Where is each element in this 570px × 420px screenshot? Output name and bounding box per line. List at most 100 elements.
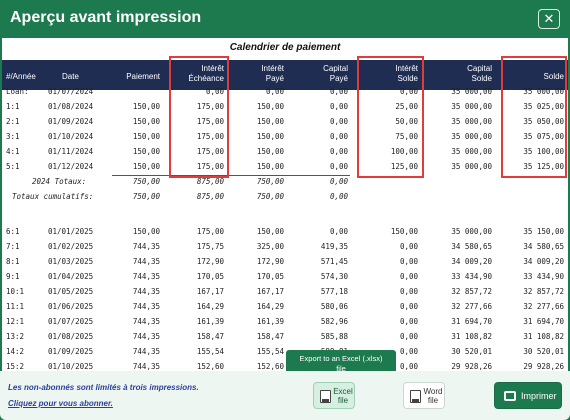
cell-date: 01/10/2025 — [48, 362, 94, 371]
cell-int-solde: 0,00 — [399, 317, 418, 326]
word-label-2: file — [427, 396, 439, 405]
cell-cap-solde: 35 000,00 — [451, 147, 492, 156]
cell-paiement: 150,00 — [132, 147, 160, 156]
subscribe-link[interactable]: Cliquez pour vous abonner. — [8, 399, 113, 408]
cell-solde: 35 050,00 — [523, 117, 564, 126]
cell-paiement: 150,00 — [132, 117, 160, 126]
cell-solde: 29 928,26 — [523, 362, 564, 371]
cell-int-paye: 150,00 — [256, 102, 284, 111]
cell-solde: 32 277,66 — [523, 302, 564, 311]
cell-int-paye: 150,00 — [256, 147, 284, 156]
cell-int-ech: 175,00 — [196, 132, 224, 141]
cell-num: 8:1 — [6, 257, 20, 266]
cell-int-paye: 158,47 — [256, 332, 284, 341]
cell-int-paye: 161,39 — [256, 317, 284, 326]
header-capital-paye-2: Payé — [329, 74, 348, 83]
dialog-footer: Les non-abonnés sont limités à trois imp… — [0, 371, 570, 420]
excel-file-button[interactable]: Excel file — [313, 382, 355, 409]
preview-content[interactable]: Calendrier de paiement #/Année Date Paie… — [2, 38, 568, 371]
cell-int-paye: 150,00 — [256, 162, 284, 171]
cell-solde: 34 009,20 — [523, 257, 564, 266]
cell-int-solde: 0,00 — [399, 362, 418, 371]
print-button[interactable]: Imprimer — [494, 382, 562, 409]
cell-num: 14:2 — [6, 347, 25, 356]
cell-solde: 31 694,70 — [523, 317, 564, 326]
header-solde: Solde — [543, 72, 564, 81]
word-file-button[interactable]: Word file — [403, 382, 445, 409]
total-paiement: 750,00 — [132, 177, 160, 186]
cell-paiement: 744,35 — [132, 362, 160, 371]
close-icon: ✕ — [543, 11, 555, 26]
cell-date: 01/06/2025 — [48, 302, 94, 311]
cell-int-paye: 170,05 — [256, 272, 284, 281]
cell-num: 10:1 — [6, 287, 25, 296]
cell-cap-solde: 31 694,70 — [451, 317, 492, 326]
header-interet-paye-1: Intérêt — [261, 64, 284, 73]
header-capital-solde-2: Solde — [471, 74, 492, 83]
cell-int-paye: 150,00 — [256, 132, 284, 141]
cell-cap-solde: 31 108,82 — [451, 332, 492, 341]
cell-int-paye: 150,00 — [256, 117, 284, 126]
cell-int-solde: 0,00 — [399, 257, 418, 266]
cell-solde: 30 520,01 — [523, 347, 564, 356]
cell-paiement: 744,35 — [132, 242, 160, 251]
table-row: 13:2 01/08/2025 744,35 158,47 158,47 585,88 0,… — [2, 329, 568, 344]
cell-int-solde: 0,00 — [399, 242, 418, 251]
total-cap-paye: 0,00 — [329, 192, 348, 201]
cell-int-solde: 150,00 — [390, 227, 418, 236]
word-label-1: Word — [423, 387, 443, 396]
cell-int-solde: 25,00 — [395, 102, 418, 111]
cell-int-ech: 175,00 — [196, 117, 224, 126]
cell-date: 01/12/2024 — [48, 162, 94, 171]
cell-date: 01/11/2024 — [48, 147, 94, 156]
header-capital-solde-1: Capital — [467, 64, 492, 73]
table-row: 5:1 01/12/2024 150,00 175,00 150,00 0,00 125,0… — [2, 159, 568, 174]
cell-solde: 35 025,00 — [523, 102, 564, 111]
header-interet-paye-2: Payé — [265, 74, 284, 83]
cell-int-solde: 0,00 — [399, 272, 418, 281]
cell-paiement: 744,35 — [132, 332, 160, 341]
cell-date: 01/03/2025 — [48, 257, 94, 266]
table-row: 15:201/10/2025744,35152,60152,60591,750,… — [2, 359, 568, 371]
cell-cap-solde: 34 580,65 — [451, 242, 492, 251]
total-int-paye: 750,00 — [256, 177, 284, 186]
cell-int-solde: 0,00 — [399, 302, 418, 311]
cell-cap-paye: 585,88 — [320, 332, 348, 341]
cell-num: 13:2 — [6, 332, 25, 341]
cell-int-paye: 172,90 — [256, 257, 284, 266]
cell-int-solde: 75,00 — [395, 132, 418, 141]
cell-int-ech: 152,60 — [196, 362, 224, 371]
cell-int-ech: 170,05 — [196, 272, 224, 281]
dialog-title: Aperçu avant impression — [10, 9, 202, 26]
cell-int-solde: 100,00 — [390, 147, 418, 156]
cell-solde: 35 000,00 — [523, 87, 564, 96]
excel-label-1: Excel — [333, 387, 353, 396]
cell-int-solde: 125,00 — [390, 162, 418, 171]
total-int-paye: 750,00 — [256, 192, 284, 201]
cell-cap-paye: 580,06 — [320, 302, 348, 311]
cell-paiement: 744,35 — [132, 257, 160, 266]
cell-cap-solde: 30 520,01 — [451, 347, 492, 356]
cell-int-ech: 161,39 — [196, 317, 224, 326]
cell-num: 15:2 — [6, 362, 25, 371]
cell-date: 01/01/2025 — [48, 227, 94, 236]
cell-int-ech: 164,29 — [196, 302, 224, 311]
excel-file-icon — [320, 390, 331, 403]
cell-int-ech: 175,00 — [196, 147, 224, 156]
cell-int-ech: 175,00 — [196, 162, 224, 171]
cell-solde: 35 150,00 — [523, 227, 564, 236]
cell-int-solde: 0,00 — [399, 332, 418, 341]
cell-date: 01/10/2024 — [48, 132, 94, 141]
cell-cap-paye: 0,00 — [329, 162, 348, 171]
cell-int-paye: 152,60 — [256, 362, 284, 371]
cell-paiement: 744,35 — [132, 347, 160, 356]
cell-cap-solde: 32 277,66 — [451, 302, 492, 311]
close-button[interactable]: ✕ — [538, 9, 560, 29]
word-file-icon — [410, 390, 421, 403]
cell-num: 3:1 — [6, 132, 20, 141]
cell-int-solde: 0,00 — [399, 87, 418, 96]
excel-label-2: file — [337, 396, 349, 405]
cell-solde: 34 580,65 — [523, 242, 564, 251]
cell-num: 4:1 — [6, 147, 20, 156]
cell-cap-paye: 0,00 — [329, 102, 348, 111]
